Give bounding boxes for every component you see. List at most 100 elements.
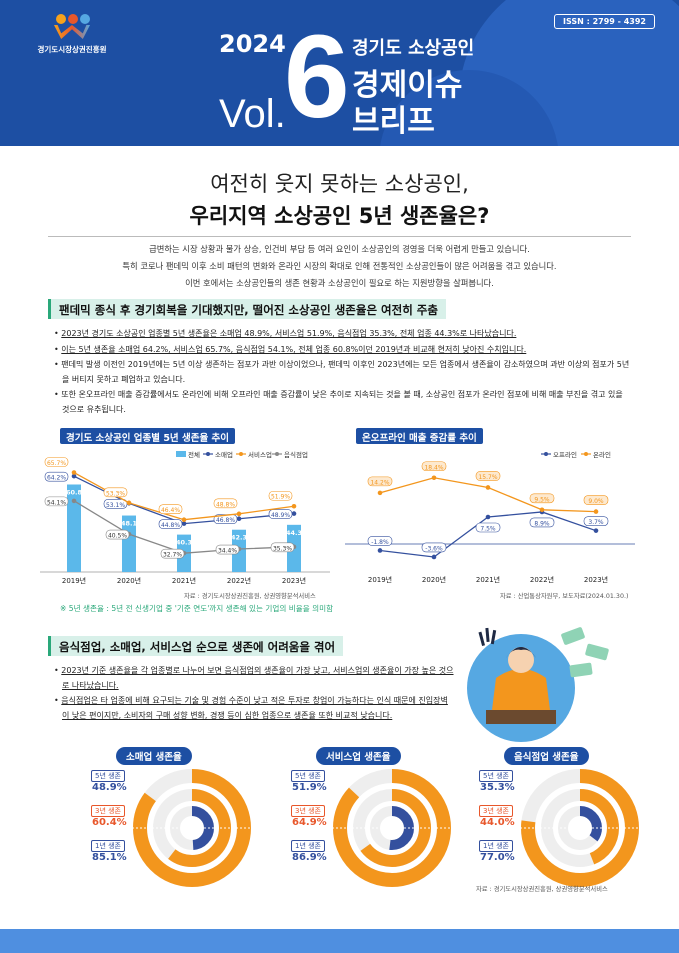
data-label: 64.2%: [47, 475, 66, 482]
page-title-line2: 우리지역 소상공인 5년 생존율은?: [189, 204, 490, 228]
data-label-bg: [158, 519, 183, 529]
donut-row-label: 1년 생존: [479, 840, 513, 852]
data-point: [71, 498, 77, 504]
chart1-source: 자료 : 경기도시장상권진흥원, 상권영향분석서비스: [184, 593, 316, 600]
donut-row-value: 77.0%: [480, 852, 515, 863]
intro-line: 특히 코로나 팬데믹 이후 소비 패턴의 변화와 온라인 시장의 확대로 인해 …: [122, 261, 557, 271]
data-label-bg: [268, 509, 293, 519]
donut-row-label: 1년 생존: [291, 840, 325, 852]
data-point: [291, 511, 297, 516]
data-label-bg: [583, 516, 609, 526]
data-point: [181, 521, 187, 526]
data-label: 9.0%: [588, 498, 604, 505]
donut-row-value: 85.1%: [92, 852, 127, 863]
intro-line: 이번 호에서는 소상공인들의 생존 현황과 소상공인이 필요로 하는 지원방향을…: [185, 278, 494, 288]
data-label-bg: [268, 490, 293, 501]
data-label: 34.4%: [218, 548, 237, 555]
donut-row-value: 51.9%: [292, 782, 327, 793]
data-label: 48.8%: [216, 501, 235, 508]
data-label: 14.2%: [370, 479, 389, 486]
intro-line: 급변하는 시장 상황과 물가 상승, 인건비 부담 등 여러 요인이 소상공인의…: [149, 244, 530, 254]
data-label-bg: [421, 461, 447, 472]
legend-swatch: [176, 451, 186, 457]
data-label-bg: [215, 544, 240, 555]
data-label: 48.9%: [271, 512, 290, 519]
x-tick-label: 2022년: [530, 575, 554, 584]
data-label: 65.7%: [47, 460, 66, 467]
data-label-bg: [158, 504, 183, 514]
data-label: -1.8%: [371, 539, 389, 546]
legend-label: 온라인: [593, 450, 611, 459]
sales-growth-chart: 오프라인 온라인 2019년 2020년 2021년 2022년 2023년 -1.8% -3.…: [345, 450, 635, 584]
bar-label: 40.3: [176, 539, 192, 547]
donut-title: 서비스업 생존율: [316, 747, 401, 765]
data-label-bg: [583, 495, 609, 505]
data-label: 53.1%: [106, 502, 125, 509]
data-point: [539, 507, 545, 513]
data-point: [431, 475, 437, 481]
data-label: 32.7%: [163, 552, 182, 559]
issn-badge: ISSN : 2799 - 4392: [553, 14, 655, 29]
bar: [122, 515, 136, 572]
chart2-heading: 온오프라인 매출 증감률 추이: [356, 428, 483, 444]
data-point: [236, 516, 242, 522]
data-point: [593, 528, 599, 533]
brief-subtitle-3: 브리프: [352, 104, 435, 139]
legend-label: 음식점업: [284, 450, 308, 459]
data-label-bg: [529, 517, 555, 528]
vol-number: 6: [284, 11, 350, 143]
chart1-note: ※ 5년 생존율 : 5년 전 신생기업 중 '기준 연도'까지 생존해 있는 …: [60, 604, 334, 613]
legend-marker: [239, 452, 243, 456]
data-point: [593, 509, 599, 514]
legend-marker: [584, 452, 588, 456]
data-label-bg: [270, 542, 295, 553]
data-label-bg: [367, 476, 393, 487]
data-label-bg: [44, 471, 69, 482]
donut-chart: [520, 769, 640, 887]
x-tick-label: 2020년: [422, 575, 446, 584]
intro-text: 급변하는 시장 상황과 물가 상승, 인건비 부담 등 여러 요인이 소상공인의…: [50, 241, 629, 292]
legend-marker: [544, 452, 548, 456]
data-label-bg: [103, 487, 128, 498]
data-point: [485, 485, 491, 490]
bar-label: 60.8: [66, 488, 83, 496]
x-tick-label: 2021년: [172, 576, 196, 585]
chart2-source: 자료 : 산업통상자원부, 보도자료(2024.01.30.): [500, 593, 629, 600]
data-label-bg: [421, 542, 447, 553]
data-label: 35.3%: [273, 545, 292, 552]
bullet-item: • 이는 5년 생존율 소매업 64.2%, 서비스업 65.7%, 음식점업 …: [54, 344, 527, 354]
section2-heading: 음식점업, 소매업, 서비스업 순으로 생존에 어려움을 겪어: [48, 636, 344, 656]
data-label-bg: [44, 457, 69, 467]
data-label: 8.9%: [534, 520, 550, 527]
header-banner: 경기도시장상권진흥원 ISSN : 2799 - 4392 2024 Vol. …: [0, 0, 679, 146]
donut-row-label: 5년 생존: [479, 770, 513, 782]
data-label: -3.6%: [425, 545, 443, 552]
bullet-item: • 음식점업은 타 업종에 비해 요구되는 기술 및 경험 수준이 낮고 적은 …: [54, 696, 448, 720]
logo-mark-icon: [52, 14, 92, 40]
donut-title: 소매업 생존율: [116, 747, 192, 765]
title-divider: [48, 236, 631, 237]
data-label: 53.3%: [106, 490, 125, 497]
donut-chart: [132, 769, 252, 887]
donut-source: 자료 : 경기도시장상권진흥원, 상권영향분석서비스: [476, 886, 608, 893]
org-logo: 경기도시장상권진흥원: [24, 14, 120, 55]
donut-row-label: 3년 생존: [91, 805, 125, 817]
data-label: 46.8%: [216, 517, 235, 524]
data-label: 3.7%: [588, 519, 604, 526]
donut-row-label: 3년 생존: [479, 805, 513, 817]
x-tick-label: 2021년: [476, 575, 500, 584]
issue-year: 2024: [219, 30, 286, 58]
bar: [67, 484, 81, 572]
donut-row-value: 35.3%: [480, 782, 515, 793]
section2-bullets: • 2023년 기준 생존율을 각 업종별로 나누어 보면 음식점업의 생존율이…: [54, 664, 454, 724]
data-point: [431, 554, 437, 560]
series-line: [379, 477, 597, 513]
vol-label: Vol.: [219, 92, 286, 136]
x-tick-label: 2019년: [368, 575, 392, 584]
donut-row-value: 48.9%: [92, 782, 127, 793]
data-label: 46.4%: [161, 507, 180, 514]
data-label: 44.8%: [161, 522, 180, 529]
donut-chart: [332, 769, 452, 887]
section1-bullets: • 2023년 경기도 소상공인 업종별 5년 생존율은 소매업 48.9%, …: [54, 327, 632, 418]
legend-label: 서비스업: [248, 450, 272, 459]
